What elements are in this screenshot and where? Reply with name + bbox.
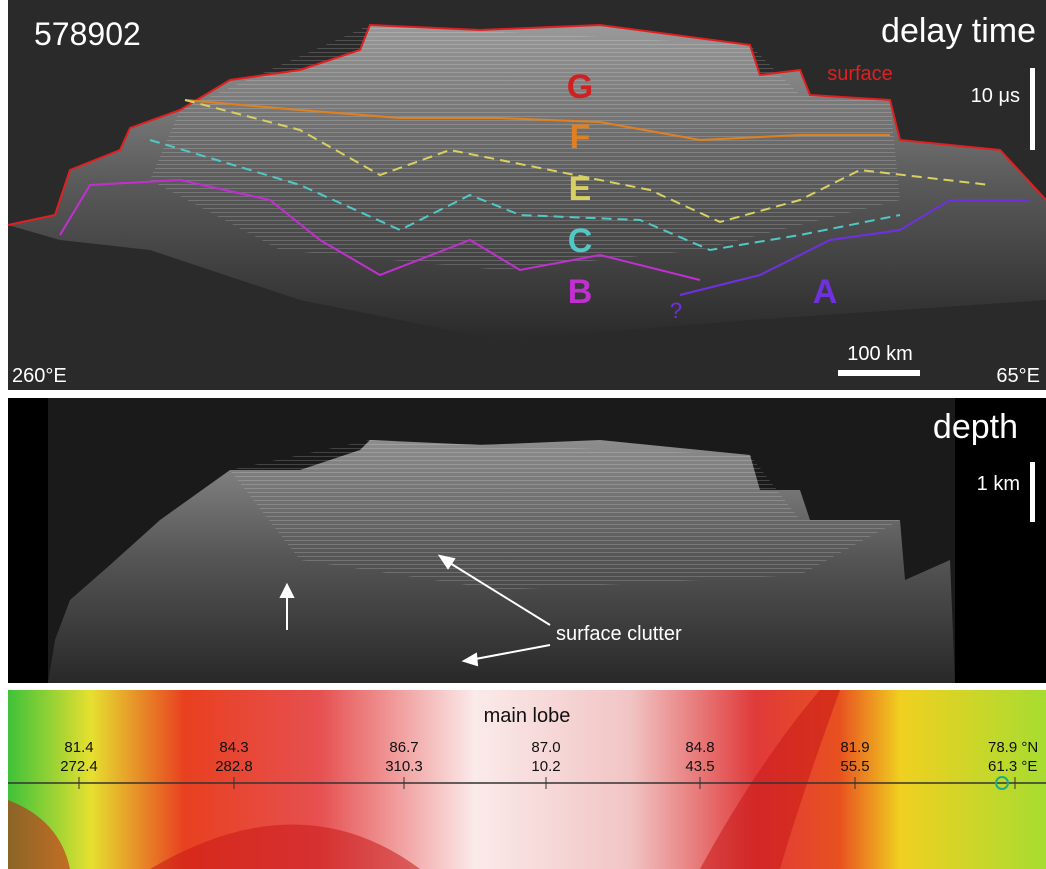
unit-label: G xyxy=(567,68,593,106)
latitude-label: 87.0 xyxy=(531,739,560,756)
left-longitude: 260°E xyxy=(12,365,67,387)
longitude-label: 272.4 xyxy=(60,758,98,775)
surface-label: surface xyxy=(827,63,893,85)
longitude-label: 10.2 xyxy=(531,758,560,775)
unit-label: B xyxy=(568,273,593,311)
longitude-label: 310.3 xyxy=(385,758,423,775)
panel-mode: depth xyxy=(933,408,1018,446)
longitude-label: 55.5 xyxy=(840,758,869,775)
clutter-annotation: surface clutter xyxy=(556,623,682,645)
figure: 578902 delay time surface 10 μs G F E C … xyxy=(0,0,1046,869)
latitude-label: 84.8 xyxy=(685,739,714,756)
unit-label: A xyxy=(813,273,838,311)
longitude-label: 43.5 xyxy=(685,758,714,775)
unit-label: C xyxy=(568,222,593,260)
longitude-label: 61.3 °E xyxy=(988,758,1037,775)
unit-label: E xyxy=(569,170,592,208)
unit-label: F xyxy=(570,118,591,156)
right-longitude: 65°E xyxy=(996,365,1040,387)
latitude-label: 78.9 °N xyxy=(988,739,1038,756)
latitude-label: 86.7 xyxy=(389,739,418,756)
radargram-id: 578902 xyxy=(34,16,141,52)
map-panel: main lobe 81.4 272.4 84.3 282.8 86.7 310.3 87.… xyxy=(8,690,1046,869)
longitude-label: 282.8 xyxy=(215,758,253,775)
latitude-label: 84.3 xyxy=(219,739,248,756)
depth-panel: depth 1 km surface clutter xyxy=(8,398,1046,683)
latitude-label: 81.4 xyxy=(64,739,93,756)
latitude-label: 81.9 xyxy=(840,739,869,756)
distance-scale: 100 km xyxy=(847,343,913,365)
depth-scale: 1 km xyxy=(977,473,1020,495)
unit-label: ? xyxy=(670,298,682,323)
time-scale: 10 μs xyxy=(971,85,1020,107)
panel-mode: delay time xyxy=(881,12,1036,50)
map-label: main lobe xyxy=(484,705,571,727)
delay-time-panel: 578902 delay time surface 10 μs G F E C … xyxy=(8,0,1046,390)
